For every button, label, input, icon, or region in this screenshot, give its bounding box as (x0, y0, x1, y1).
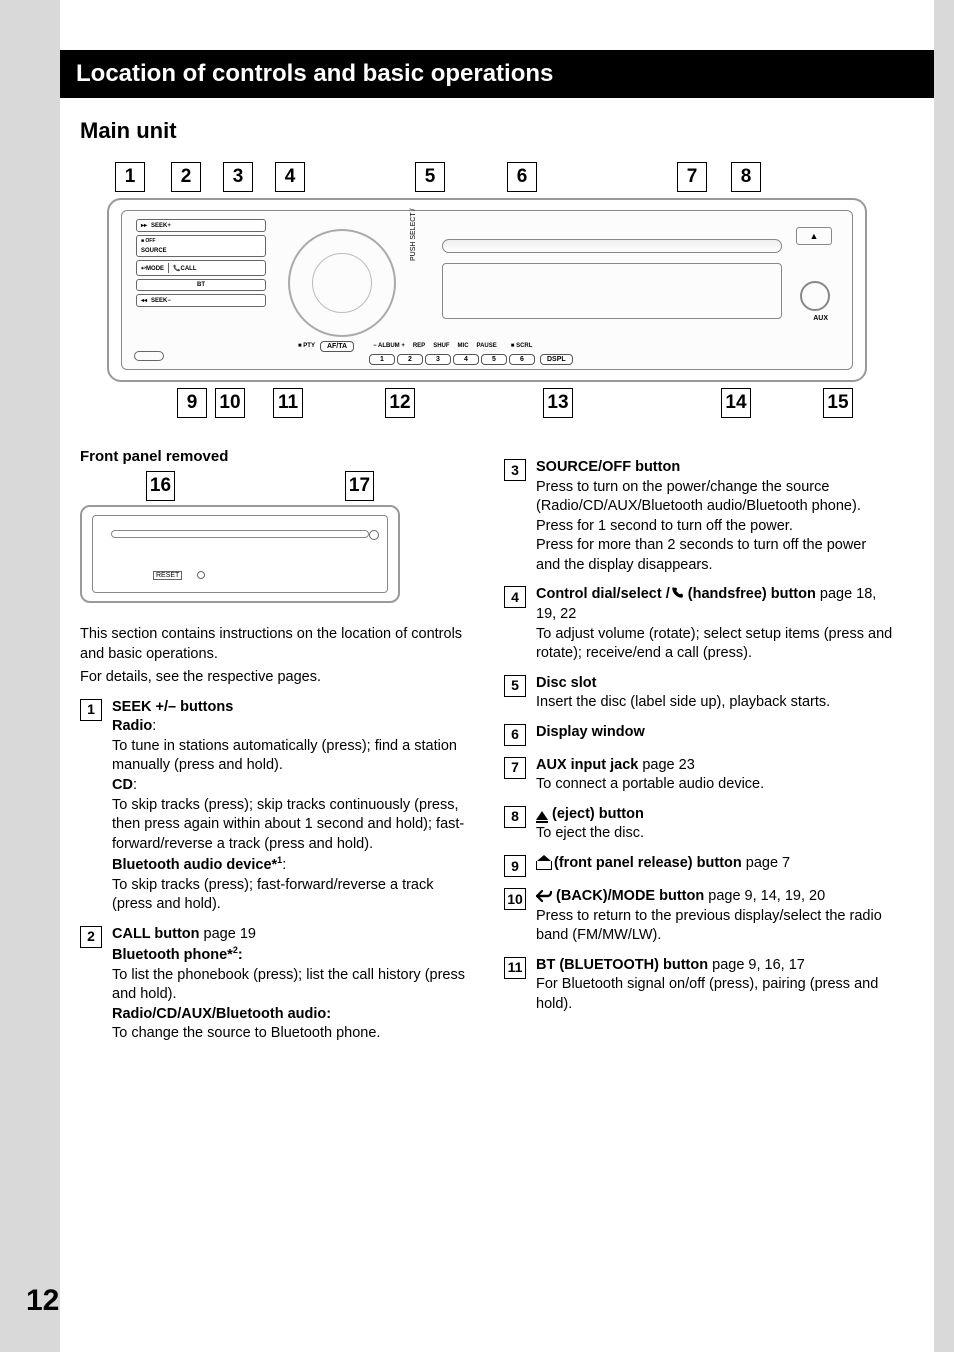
callout-9: 9 (177, 388, 207, 418)
left-column: Front panel removed 16 17 RESET This sect… (80, 448, 470, 1044)
left-button-stack: ▸▸SEEK+ ■ OFF SOURCE ↩MODE 📞CALL BT (136, 219, 266, 310)
disc-slot (442, 239, 782, 253)
intro-line-2: For details, see the respective pages. (80, 668, 470, 688)
item-title: Disc slot (536, 674, 894, 694)
handsfree-icon (670, 586, 684, 600)
item-title: Display window (536, 723, 894, 743)
intro-line-1: This section contains instructions on th… (80, 625, 470, 664)
callout-11: 11 (273, 388, 303, 418)
callout-10: 10 (215, 388, 245, 418)
item-number: 9 (504, 855, 526, 877)
manual-page: Location of controls and basic operation… (60, 0, 934, 1352)
callout-17: 17 (345, 471, 374, 501)
seek-plus-button: ▸▸SEEK+ (136, 219, 266, 232)
item-number: 7 (504, 757, 526, 779)
eject-icon (536, 811, 548, 820)
seek-minus-button: ◂◂SEEK− (136, 294, 266, 307)
callout-7: 7 (677, 162, 707, 192)
bt-button: BT (136, 279, 266, 291)
callout-6: 6 (507, 162, 537, 192)
fp-knob (369, 530, 379, 540)
mode-call-button: ↩MODE 📞CALL (136, 260, 266, 276)
item-7: 7AUX input jack page 23To connect a port… (504, 756, 894, 795)
item-5: 5Disc slotInsert the disc (label side up… (504, 674, 894, 713)
item-title: AUX input jack page 23 (536, 756, 894, 776)
item-number: 3 (504, 459, 526, 481)
item-number: 5 (504, 675, 526, 697)
callout-1: 1 (115, 162, 145, 192)
item-number: 2 (80, 926, 102, 948)
item-number: 8 (504, 806, 526, 828)
source-off-button: ■ OFF SOURCE (136, 235, 266, 257)
item-4: 4 Control dial/select / (handsfree) butto… (504, 585, 894, 663)
item-title: CALL button page 19 (112, 925, 470, 945)
item-number: 11 (504, 957, 526, 979)
unit-face: ▸▸SEEK+ ■ OFF SOURCE ↩MODE 📞CALL BT (121, 210, 853, 370)
item-title: (BACK)/MODE button page 9, 14, 19, 20 (536, 887, 894, 907)
reset-label: RESET (153, 571, 182, 580)
back-icon (536, 890, 552, 902)
front-panel-diagram: 16 17 RESET (80, 471, 400, 603)
item-title: Control dial/select / (handsfree) button… (536, 585, 894, 624)
callout-row-bottom: 9 10 11 12 13 14 15 (107, 388, 867, 418)
callout-5: 5 (415, 162, 445, 192)
subheading-main-unit: Main unit (80, 118, 894, 144)
reset-hole (197, 571, 205, 579)
callout-13: 13 (543, 388, 573, 418)
callout-14: 14 (721, 388, 751, 418)
right-column: 3SOURCE/OFF buttonPress to turn on the p… (504, 448, 894, 1044)
callout-12: 12 (385, 388, 415, 418)
item-11: 11BT (BLUETOOTH) button page 9, 16, 17Fo… (504, 956, 894, 1015)
callout-4: 4 (275, 162, 305, 192)
front-panel-title: Front panel removed (80, 448, 470, 465)
item-number: 6 (504, 724, 526, 746)
item-number: 1 (80, 699, 102, 721)
afta-pill: AF/TA (320, 341, 354, 352)
callout-2: 2 (171, 162, 201, 192)
item-9: 9 (front panel release) button page 7 (504, 854, 894, 877)
callout-row-top: 1234 5 6 78 (107, 162, 867, 192)
eject-button: ▲ (796, 227, 832, 245)
page-number: 12 (26, 1284, 59, 1318)
display-window (442, 263, 782, 319)
aux-jack (800, 281, 830, 311)
item-title: (front panel release) button page 7 (536, 854, 894, 874)
section-header: Location of controls and basic operation… (60, 50, 934, 98)
content-columns: Front panel removed 1617 RESET This sect… (80, 448, 894, 1044)
item-10: 10 (BACK)/MODE button page 9, 14, 19, 20… (504, 887, 894, 946)
item-title: SEEK +/– buttons (112, 698, 470, 718)
fp-slot (111, 530, 369, 538)
item-3: 3SOURCE/OFF buttonPress to turn on the p… (504, 458, 894, 575)
item-title: (eject) button (536, 805, 894, 825)
item-title: BT (BLUETOOTH) button page 9, 16, 17 (536, 956, 894, 976)
dspl-pill: DSPL (540, 354, 573, 365)
release-icon (536, 857, 550, 869)
callout-15: 15 (823, 388, 853, 418)
control-dial (288, 229, 396, 337)
aux-label: AUX (813, 315, 828, 322)
item-title: SOURCE/OFF button (536, 458, 894, 478)
item-1: 1SEEK +/– buttonsRadio:To tune in statio… (80, 698, 470, 915)
front-panel-release (134, 351, 164, 361)
unit-bezel: ▸▸SEEK+ ■ OFF SOURCE ↩MODE 📞CALL BT (107, 198, 867, 382)
main-unit-diagram: 12345678 ▸▸SEEK+ ■ OFF SOURCE ↩MODE 📞CAL… (107, 162, 867, 418)
item-6: 6 Display window (504, 723, 894, 746)
push-select-label: PUSH SELECT / (410, 209, 417, 261)
item-number: 10 (504, 888, 526, 910)
item-2: 2CALL button page 19Bluetooth phone*2:To… (80, 925, 470, 1044)
callout-16: 16 (146, 471, 175, 501)
item-number: 4 (504, 586, 526, 608)
item-8: 8 (eject) buttonTo eject the disc. (504, 805, 894, 844)
callout-3: 3 (223, 162, 253, 192)
callout-8: 8 (731, 162, 761, 192)
